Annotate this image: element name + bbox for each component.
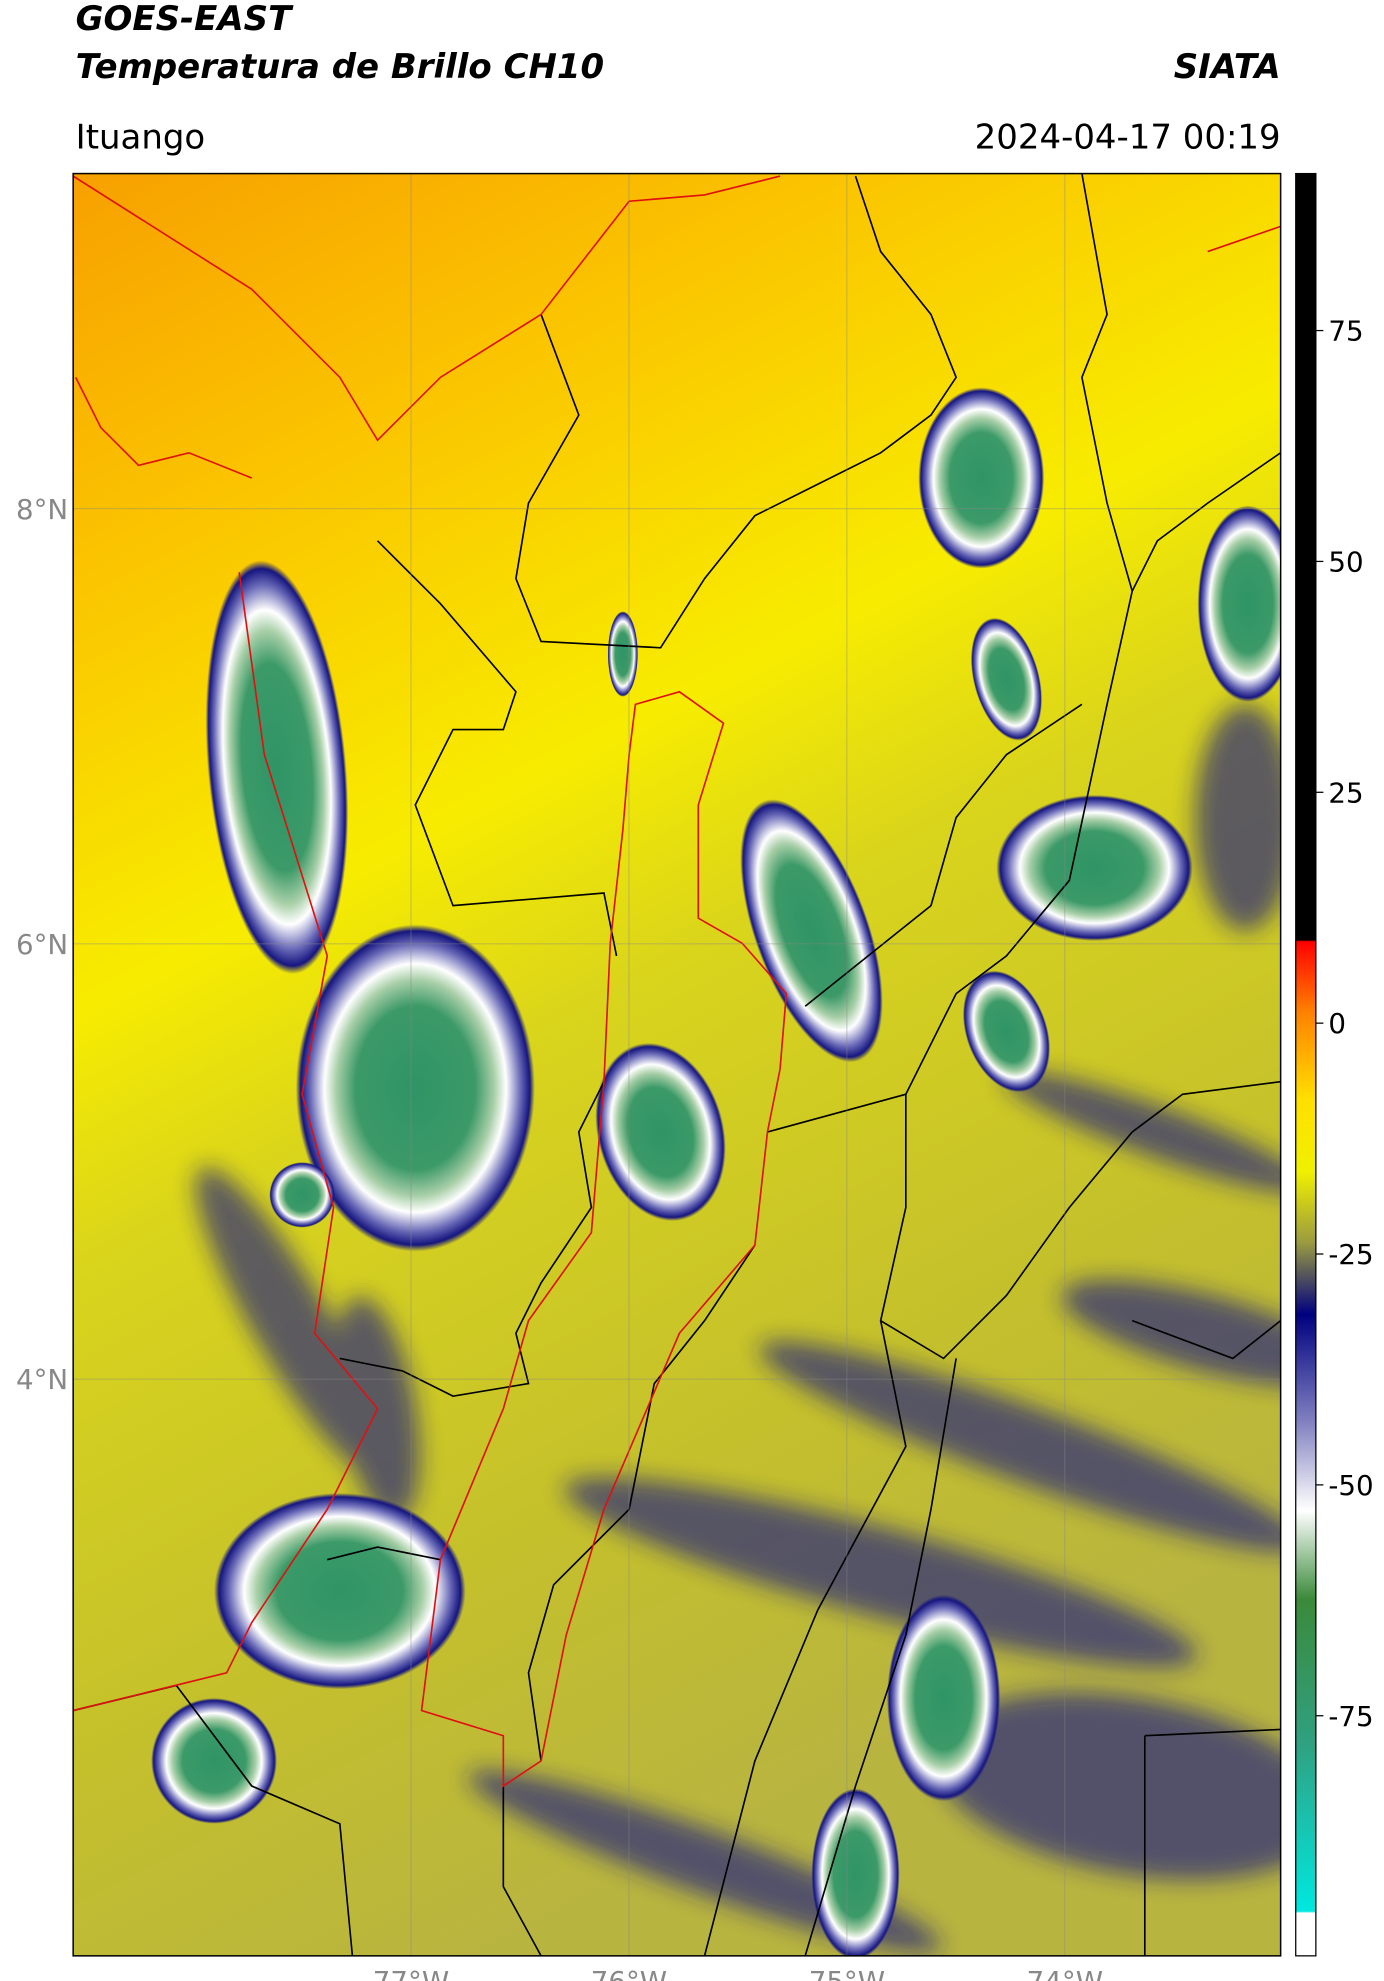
map-frame (72, 172, 1282, 1957)
lat-tick-label: 6°N (16, 928, 68, 961)
subtitle: Temperatura de Brillo CH10 (76, 47, 604, 87)
grid (73, 173, 1281, 1956)
title: GOES-EAST (76, 0, 294, 39)
colorbar-tick-label: -75 (1328, 1700, 1373, 1733)
red-boundaries (73, 175, 1281, 1788)
lat-tick-label: 4°N (16, 1363, 68, 1396)
source: SIATA (1174, 47, 1281, 87)
clouds (151, 387, 1281, 1956)
colorbar (1295, 172, 1317, 1957)
location: Ituango (76, 117, 206, 157)
lon-tick-label: 75°W (809, 1965, 885, 1981)
map (73, 173, 1281, 1956)
colorbar-tick-label: -50 (1328, 1469, 1373, 1502)
colorbar-tick-label: 50 (1328, 545, 1363, 578)
labels: 77°W 76°W 75°W 74°W 8°N 6°N 4°N 75 50 25 0 -25 -50 -7… (16, 315, 1374, 1981)
lon-tick-label: 77°W (373, 1965, 449, 1981)
lon-tick-label: 76°W (591, 1965, 667, 1981)
colorbar-tick-label: 0 (1328, 1007, 1346, 1040)
lat-tick-label: 8°N (16, 493, 68, 526)
lon-tick-label: 74°W (1027, 1965, 1103, 1981)
datetime: 2024-04-17 00:19 (975, 117, 1281, 157)
colorbar-tick-label: 25 (1328, 776, 1363, 809)
colorbar-tick-label: -25 (1328, 1238, 1373, 1271)
colorbar-tick-label: 75 (1328, 315, 1363, 348)
